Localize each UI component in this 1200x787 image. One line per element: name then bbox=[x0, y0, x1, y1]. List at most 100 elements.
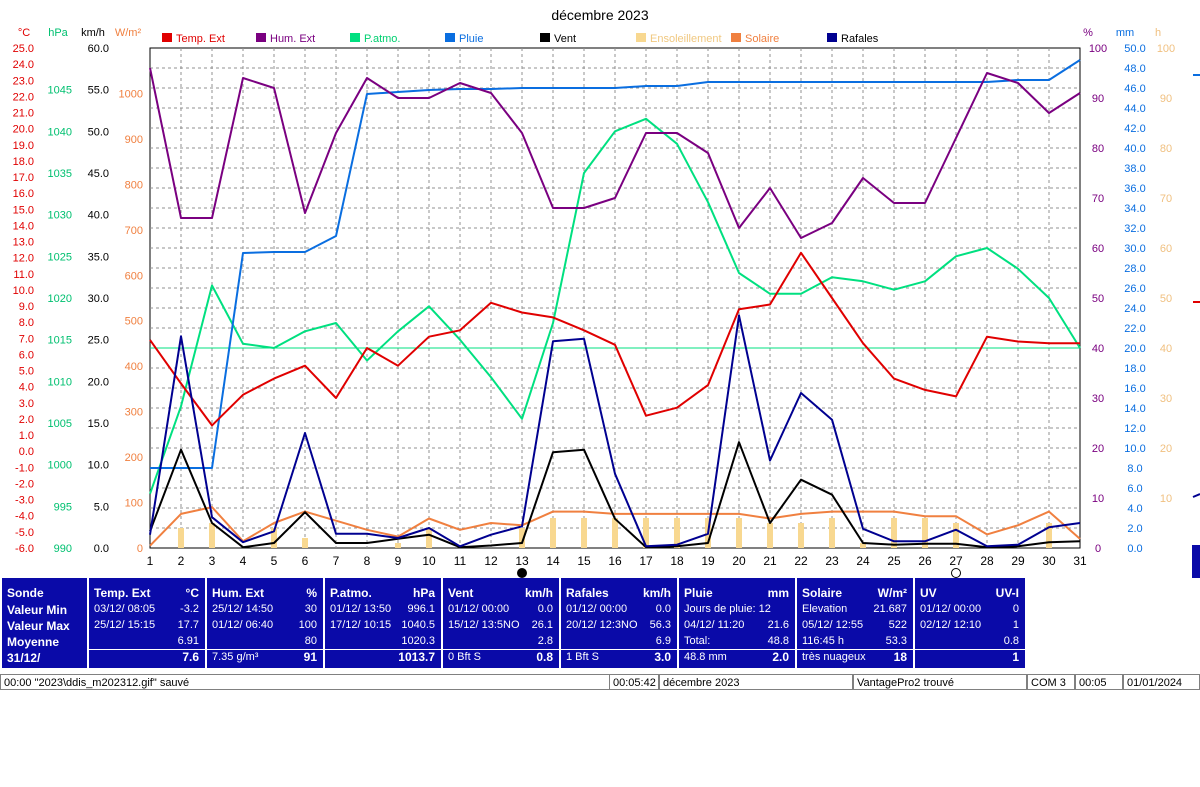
status-message: 00:00 "2023\ddis_m202312.gif" sauvé bbox=[0, 674, 610, 690]
bar-ensoleillement bbox=[519, 528, 525, 548]
legend-label-vent: Vent bbox=[554, 33, 576, 45]
x-tick-label: 24 bbox=[856, 554, 870, 568]
stats-solaire-label-2: 116:45 h bbox=[802, 635, 845, 647]
hpa-axis-tick-label: 1045 bbox=[48, 85, 72, 97]
legend-swatch-hum bbox=[256, 33, 266, 42]
hpa-axis-unit: hPa bbox=[48, 27, 68, 39]
hpa-axis-tick-label: 1020 bbox=[48, 293, 72, 305]
stats-rafales-value-2: 6.9 bbox=[655, 635, 671, 647]
stats-row-label-2: Moyenne bbox=[7, 635, 60, 649]
wm2-axis-tick-label: 800 bbox=[125, 179, 143, 191]
h-axis-tick-label: 50 bbox=[1160, 293, 1172, 305]
legend-label-solaire: Solaire bbox=[745, 33, 779, 45]
right-edge-markers bbox=[1192, 74, 1200, 578]
temp-axis-tick-label: 4.0 bbox=[19, 382, 34, 394]
x-tick-label: 26 bbox=[918, 554, 932, 568]
mm-axis-tick-label: 20.0 bbox=[1124, 343, 1145, 355]
stats-vent-value-3: 0.8 bbox=[536, 650, 553, 664]
stats-patmo-label-0: 01/12/ 13:50 bbox=[330, 603, 392, 615]
stats-unit-vent: km/h bbox=[524, 586, 553, 600]
temp-axis-tick-label: 23.0 bbox=[13, 75, 34, 87]
mm-axis-tick-label: 22.0 bbox=[1124, 323, 1145, 335]
x-tick-label: 20 bbox=[732, 554, 746, 568]
stats-block-uv: UV UV-I 01/12/ 00:00 0 02/12/ 12:10 1 0.8 1 bbox=[915, 578, 1025, 668]
h-axis-tick-label: 80 bbox=[1160, 143, 1172, 155]
pct-axis-tick-label: 90 bbox=[1092, 93, 1104, 105]
stats-header-temp: Temp. Ext bbox=[94, 586, 151, 600]
x-tick-label: 28 bbox=[980, 554, 994, 568]
kmh-axis-unit: km/h bbox=[81, 27, 105, 39]
x-tick-label: 15 bbox=[577, 554, 591, 568]
legend-label-ensoleillement: Ensoleillement bbox=[650, 33, 722, 45]
stats-hum-value-1: 100 bbox=[298, 619, 317, 631]
chart-title: décembre 2023 bbox=[551, 7, 649, 23]
legend-label-rafales: Rafales bbox=[841, 33, 879, 45]
hpa-axis-tick-label: 990 bbox=[54, 543, 72, 555]
wm2-axis-tick-label: 0 bbox=[137, 543, 143, 555]
stats-hum-label-3: 7.35 g/m³ bbox=[212, 651, 259, 663]
chart-marks bbox=[149, 59, 1081, 549]
mm-axis-tick-label: 30.0 bbox=[1124, 243, 1145, 255]
stats-vent-label-1: 15/12/ 13:5NO bbox=[448, 619, 520, 631]
x-tick-label: 30 bbox=[1042, 554, 1056, 568]
stats-patmo-value-3: 1013.7 bbox=[398, 650, 435, 664]
x-tick-label: 13 bbox=[515, 554, 529, 568]
series-line-pluie bbox=[150, 59, 1081, 469]
temp-axis-tick-label: -5.0 bbox=[15, 527, 34, 539]
temp-axis-tick-label: 2.0 bbox=[19, 414, 34, 426]
x-tick-label: 22 bbox=[794, 554, 808, 568]
temp-axis-tick-label: 9.0 bbox=[19, 301, 34, 313]
x-tick-label: 27 bbox=[949, 554, 963, 568]
axes-ticks: 1 2 3 4 5 6 7 8 9 10 11 12 13 14 15 16 17 18 19 20 21 22 23 24 2… bbox=[13, 43, 1176, 568]
temp-axis-tick-label: -1.0 bbox=[15, 462, 34, 474]
mm-axis-tick-label: 36.0 bbox=[1124, 183, 1145, 195]
kmh-axis-tick-label: 15.0 bbox=[88, 418, 109, 430]
stats-rafales-value-1: 56.3 bbox=[649, 619, 671, 631]
series-line-rafales bbox=[149, 314, 1081, 548]
stats-block-vent: Vent km/h 01/12/ 00:00 0.0 15/12/ 13:5NO 26.1… bbox=[443, 578, 559, 668]
mm-axis-tick-label: 26.0 bbox=[1124, 283, 1145, 295]
mm-axis-tick-label: 24.0 bbox=[1124, 303, 1145, 315]
weather-chart: décembre 2023 °C hPa km/h W/m² % mm h Te… bbox=[13, 7, 1200, 578]
stats-pluie-label-0: Jours de pluie: 12 bbox=[684, 603, 771, 615]
wm2-axis-tick-label: 500 bbox=[125, 316, 143, 328]
x-tick-label: 9 bbox=[395, 554, 402, 568]
stats-solaire-value-3: 18 bbox=[893, 650, 907, 664]
pct-axis-tick-label: 70 bbox=[1092, 193, 1104, 205]
x-tick-label: 1 bbox=[147, 554, 154, 568]
x-tick-label: 16 bbox=[608, 554, 622, 568]
temp-axis-tick-label: 12.0 bbox=[13, 253, 34, 265]
pct-axis-tick-label: 10 bbox=[1092, 493, 1104, 505]
stats-row-label-1: Valeur Max bbox=[7, 619, 70, 633]
status-date: 01/01/2024 bbox=[1123, 674, 1200, 690]
wm2-axis-tick-label: 900 bbox=[125, 134, 143, 146]
bar-ensoleillement bbox=[922, 518, 928, 548]
legend-label-temp: Temp. Ext bbox=[176, 33, 225, 45]
kmh-axis-tick-label: 20.0 bbox=[88, 376, 109, 388]
wm2-axis-tick-label: 700 bbox=[125, 225, 143, 237]
stats-pluie-label-3: 48.8 mm bbox=[684, 651, 727, 663]
temp-axis-tick-label: 11.0 bbox=[13, 269, 34, 281]
stats-solaire-label-3: très nuageux bbox=[802, 651, 866, 663]
bar-ensoleillement bbox=[209, 523, 215, 548]
mm-axis-tick-label: 10.0 bbox=[1124, 443, 1145, 455]
stats-rafales-label-3: 1 Bft S bbox=[566, 651, 600, 663]
h-axis-tick-label: 30 bbox=[1160, 393, 1172, 405]
bar-ensoleillement bbox=[674, 518, 680, 548]
stats-header-uv: UV bbox=[920, 586, 937, 600]
wm2-axis-tick-label: 200 bbox=[125, 452, 143, 464]
x-tick-label: 5 bbox=[271, 554, 278, 568]
temp-axis-tick-label: 14.0 bbox=[13, 220, 34, 232]
full-moon-icon bbox=[951, 568, 961, 578]
hpa-axis-tick-label: 1000 bbox=[48, 460, 72, 472]
kmh-axis-tick-label: 55.0 bbox=[88, 85, 109, 97]
bar-ensoleillement bbox=[302, 538, 308, 548]
stats-vent-label-0: 01/12/ 00:00 bbox=[448, 603, 510, 615]
stats-patmo-value-2: 1020.3 bbox=[401, 635, 435, 647]
stats-hum-value-2: 80 bbox=[304, 635, 317, 647]
stats-panel: Sonde Valeur Min Valeur Max Moyenne 31/12/Te… bbox=[0, 578, 1200, 668]
x-tick-label: 18 bbox=[670, 554, 684, 568]
bar-ensoleillement bbox=[550, 518, 556, 548]
plot-grid bbox=[150, 48, 1080, 548]
bar-ensoleillement bbox=[767, 523, 773, 548]
